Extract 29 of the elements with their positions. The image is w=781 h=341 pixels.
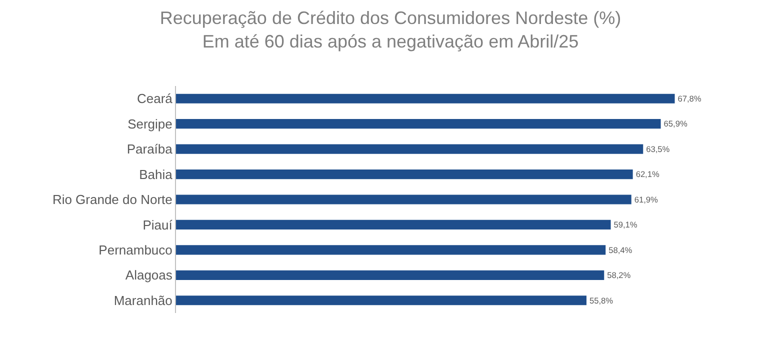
y-tick-label: Bahia — [139, 166, 174, 182]
bar — [176, 169, 633, 180]
bar — [176, 194, 632, 204]
data-label: 59,1% — [614, 220, 638, 230]
data-label: 63,5% — [646, 144, 670, 154]
bar — [176, 220, 611, 230]
bar — [176, 144, 644, 154]
chart-title: Recuperação de Crédito dos Consumidores Nordeste (%) — [160, 8, 622, 28]
bar — [176, 296, 586, 306]
y-tick-label: Ceará — [136, 91, 174, 106]
chart-subtitle: Em até 60 dias após a negativação em Abril/25 — [202, 31, 579, 52]
y-tick-label: Alagoas — [125, 268, 173, 283]
y-tick-label: Sergipe — [128, 116, 172, 132]
bar — [176, 245, 606, 255]
data-label: 65,9% — [664, 118, 688, 129]
y-tick-label: Rio Grande do Norte — [52, 192, 172, 208]
data-label: 67,8% — [678, 93, 702, 104]
bar — [176, 94, 675, 104]
y-tick-label: Paraíba — [126, 142, 174, 157]
y-tick-label: Maranhão — [114, 292, 172, 308]
data-label: 58,2% — [607, 270, 632, 280]
data-label: 61,9% — [634, 194, 659, 204]
y-tick-label: Piauí — [142, 217, 173, 232]
bar — [176, 119, 661, 129]
data-label: 58,4% — [608, 244, 633, 255]
data-label: 55,8% — [589, 295, 614, 306]
y-tick-label: Pernambuco — [98, 242, 172, 258]
data-label: 62,1% — [636, 169, 660, 180]
bar — [176, 270, 604, 280]
